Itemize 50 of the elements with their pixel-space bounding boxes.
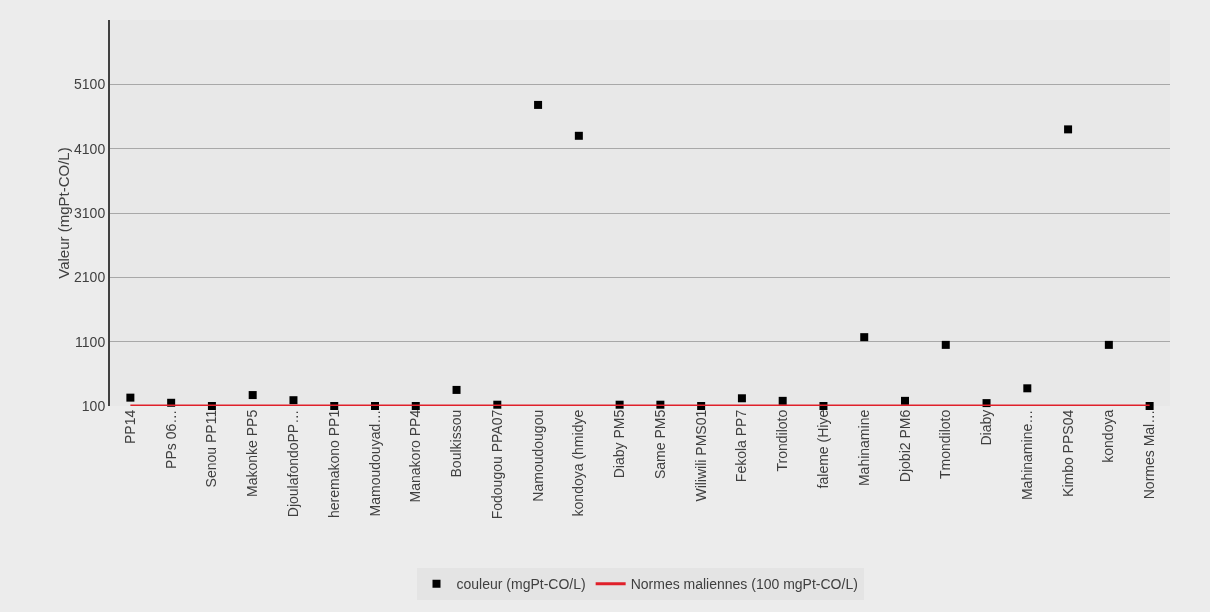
x-tick-label: Trondiloto bbox=[774, 409, 791, 472]
x-tick-label: Manakoro PP4 bbox=[407, 409, 424, 503]
x-tick-label: Tmondiloto bbox=[937, 409, 954, 480]
x-tick-label: Mahinamine bbox=[855, 409, 872, 487]
x-tick-label: kondoya bbox=[1100, 409, 1117, 463]
x-tick-label: DjoulafondoPP… bbox=[285, 409, 302, 518]
point bbox=[574, 131, 583, 140]
x-tick-label: Diaby bbox=[978, 409, 995, 446]
x-tick-label: Diaby PM5 bbox=[611, 409, 628, 479]
point bbox=[534, 100, 543, 109]
point bbox=[452, 385, 461, 394]
x-tick-label: Kimbo PPS04 bbox=[1059, 409, 1076, 497]
x-tick-label: Mamoudouyad… bbox=[366, 409, 383, 517]
y-tick-label: 1100 bbox=[75, 333, 106, 350]
point bbox=[860, 333, 869, 342]
y-tick-label: 3100 bbox=[74, 204, 106, 221]
x-tick-label: Same PM5 bbox=[651, 409, 668, 480]
point bbox=[126, 393, 135, 402]
x-tick-label: Boulkissou bbox=[448, 409, 465, 478]
x-tick-label: kondoya (hmidye bbox=[570, 409, 587, 517]
point bbox=[248, 391, 257, 400]
y-tick-label: 5100 bbox=[74, 76, 106, 93]
point bbox=[289, 396, 298, 405]
x-tick-label: Normes Mal… bbox=[1141, 409, 1158, 500]
x-tick-label: Senou PP11 bbox=[203, 409, 220, 488]
x-tick-label: Djobi2 PM6 bbox=[896, 409, 913, 483]
point bbox=[778, 396, 787, 405]
legend-label: Normes maliennes (100 mgPt-CO/L) bbox=[630, 576, 858, 593]
x-tick-label: Wiliwili PMS01 bbox=[692, 409, 709, 502]
point bbox=[1104, 340, 1113, 349]
x-tick-label: faleme (Hiye bbox=[815, 409, 832, 489]
x-tick-label: heremakono PP1 bbox=[325, 409, 342, 518]
x-tick-label: Fodougou PPA07 bbox=[488, 409, 505, 520]
x-tick-label: Fekola PP7 bbox=[733, 409, 750, 483]
y-tick-label: 4100 bbox=[74, 140, 106, 157]
point bbox=[737, 394, 746, 403]
y-axis-title: Valeur (mgPt-CO/L) bbox=[55, 147, 72, 279]
point bbox=[1023, 384, 1032, 393]
legend-label: couleur (mgPt-CO/L) bbox=[456, 576, 586, 593]
point bbox=[1064, 125, 1073, 134]
y-tick-label: 2100 bbox=[74, 269, 106, 286]
x-tick-label: Mahinamine… bbox=[1018, 409, 1035, 501]
x-tick-label: PPs 06… bbox=[162, 409, 179, 469]
x-tick-label: PP14 bbox=[121, 409, 138, 445]
y-tick-label: 100 bbox=[81, 397, 106, 414]
x-tick-label: Makonke PP5 bbox=[244, 409, 261, 497]
x-tick-label: Namoudougou bbox=[529, 409, 546, 502]
point bbox=[901, 396, 909, 405]
point bbox=[941, 340, 950, 349]
point bbox=[1145, 402, 1154, 410]
